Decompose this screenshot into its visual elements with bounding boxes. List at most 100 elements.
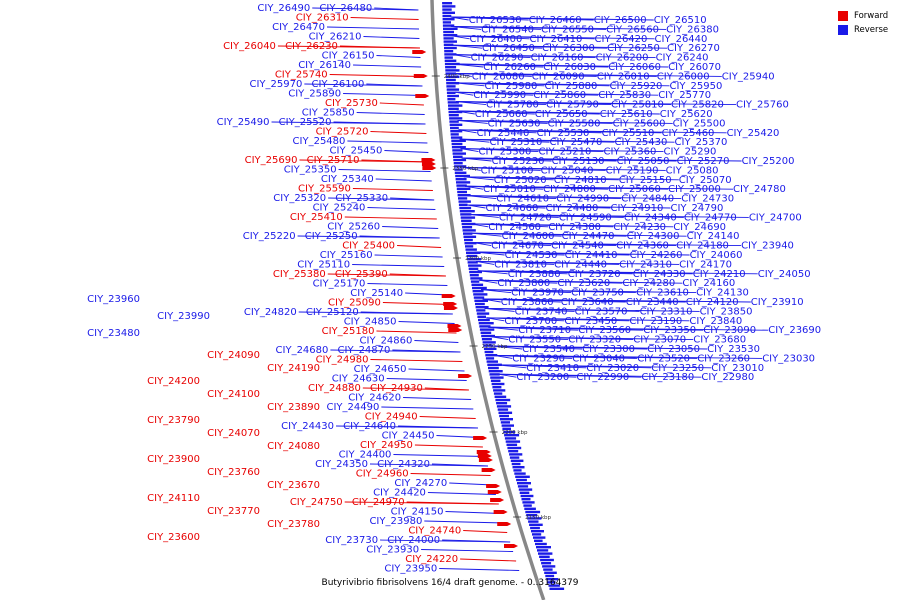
reverse-gene-block bbox=[493, 389, 506, 392]
reverse-gene-block bbox=[452, 149, 463, 152]
reverse-gene-label: CIY_26260 bbox=[483, 62, 536, 73]
reverse-left-gene-label: CIY_25350 bbox=[284, 165, 337, 176]
reverse-gene-label: CIY_25020 bbox=[494, 175, 547, 186]
reverse-connector bbox=[452, 54, 656, 59]
reverse-gene-block bbox=[464, 242, 477, 245]
reverse-connector bbox=[468, 213, 749, 218]
reverse-left-gene-label: CIY_26490 bbox=[257, 3, 310, 14]
reverse-connector bbox=[461, 157, 742, 162]
reverse-gene-block bbox=[450, 130, 463, 133]
reverse-gene-label: CIY_24590 bbox=[559, 212, 612, 223]
reverse-gene-block bbox=[458, 200, 471, 203]
reverse-gene-label: CIY_24050 bbox=[758, 269, 811, 280]
reverse-gene-label: CIY_23700 bbox=[504, 316, 557, 327]
reverse-gene-label: CIY_24440 bbox=[554, 259, 607, 270]
forward-gene-label: CIY_23600 bbox=[147, 532, 200, 543]
reverse-gene-label: CIY_23180 bbox=[641, 372, 694, 383]
reverse-gene-block bbox=[447, 101, 459, 104]
reverse-connector bbox=[453, 63, 669, 68]
forward-connector bbox=[344, 501, 499, 505]
legend-forward-label: Forward bbox=[854, 11, 889, 21]
forward-gene-label: CIY_25720 bbox=[316, 127, 369, 138]
reverse-gene-label: CIY_24610 bbox=[496, 194, 549, 205]
forward-connector bbox=[327, 273, 446, 277]
reverse-gene-label: CIY_25430 bbox=[615, 137, 668, 148]
reverse-gene-block bbox=[456, 181, 471, 184]
reverse-gene-block bbox=[504, 434, 520, 437]
reverse-gene-label: CIY_24210 bbox=[693, 269, 746, 280]
reverse-gene-label: CIY_23550 bbox=[508, 335, 561, 346]
reverse-gene-block bbox=[549, 587, 565, 590]
legend-reverse-label: Reverse bbox=[854, 25, 889, 35]
reverse-gene-block bbox=[480, 331, 492, 334]
reverse-gene-block bbox=[540, 558, 554, 562]
reverse-gene-label: CIY_25620 bbox=[660, 109, 713, 120]
reverse-gene-block bbox=[529, 523, 543, 526]
reverse-gene-label: CIY_24180 bbox=[676, 241, 729, 252]
reverse-gene-label: CIY_26030 bbox=[543, 62, 596, 73]
reverse-left-gene-label: CIY_24150 bbox=[391, 507, 444, 518]
reverse-left-gene-label: CIY_26480 bbox=[319, 3, 372, 14]
forward-gene-label: CIY_25710 bbox=[307, 155, 360, 166]
reverse-gene-block bbox=[543, 568, 553, 571]
reverse-gene-block bbox=[517, 482, 531, 485]
forward-connector bbox=[382, 302, 451, 305]
reverse-gene-block bbox=[446, 78, 456, 82]
reverse-gene-block bbox=[461, 219, 472, 222]
reverse-gene-block bbox=[487, 363, 502, 366]
reverse-gene-label: CIY_24910 bbox=[611, 203, 664, 214]
reverse-connector bbox=[492, 345, 708, 350]
reverse-gene-block bbox=[442, 2, 453, 5]
reverse-gene-label: CIY_24780 bbox=[733, 184, 786, 195]
reverse-gene-label: CIY_26380 bbox=[666, 24, 719, 35]
reverse-gene-block bbox=[467, 261, 478, 264]
forward-gene-label: CIY_24940 bbox=[365, 412, 418, 423]
reverse-gene-block bbox=[442, 11, 455, 14]
reverse-left-gene-label: CIY_25450 bbox=[330, 146, 383, 157]
legend-item-forward: Forward bbox=[838, 9, 898, 23]
reverse-gene-block bbox=[452, 152, 466, 155]
reverse-gene-label: CIY_25100 bbox=[481, 165, 534, 176]
reverse-connector bbox=[479, 279, 683, 284]
forward-gene-label: CIY_25690 bbox=[245, 155, 298, 166]
reverse-gene-label: CIY_24280 bbox=[622, 278, 675, 289]
reverse-gene-label: CIY_24340 bbox=[624, 212, 677, 223]
forward-gene-label: CIY_24220 bbox=[405, 554, 458, 565]
reverse-gene-label: CIY_23310 bbox=[640, 306, 693, 317]
reverse-gene-label: CIY_22990 bbox=[576, 372, 629, 383]
reverse-gene-block bbox=[460, 216, 476, 219]
reverse-gene-block bbox=[444, 59, 457, 62]
reverse-connector bbox=[454, 82, 670, 87]
reverse-gene-block bbox=[513, 469, 522, 472]
reverse-gene-label: CIY_24840 bbox=[621, 194, 674, 205]
reverse-gene-block bbox=[494, 395, 507, 398]
forward-connector bbox=[344, 216, 437, 220]
reverse-left-gene-label: CIY_25330 bbox=[335, 193, 388, 204]
forward-gene-label: CIY_25400 bbox=[342, 241, 395, 252]
forward-gene-arrow bbox=[422, 166, 437, 170]
forward-gene-arrow bbox=[487, 490, 502, 494]
reverse-gene-block bbox=[485, 357, 495, 360]
reverse-left-gene-label: CIY_24400 bbox=[339, 450, 392, 461]
reverse-gene-label: CIY_26290 bbox=[471, 53, 524, 64]
reverse-connector bbox=[375, 178, 432, 182]
reverse-gene-label: CIY_26420 bbox=[595, 34, 648, 45]
reverse-gene-label: CIY_24660 bbox=[486, 203, 539, 214]
reverse-left-gene-label: CIY_24820 bbox=[244, 307, 297, 318]
forward-gene-label: CIY_24880 bbox=[308, 383, 361, 394]
reverse-connector bbox=[482, 298, 751, 303]
forward-gene-arrow bbox=[477, 454, 492, 458]
reverse-gene-label: CIY_24530 bbox=[505, 250, 558, 261]
reverse-gene-block bbox=[451, 139, 466, 142]
reverse-left-gene-label: CIY_24630 bbox=[332, 374, 385, 385]
reverse-left-gene-label: CIY_24420 bbox=[373, 488, 426, 499]
forward-connector bbox=[299, 159, 430, 163]
reverse-gene-label: CIY_26530 bbox=[469, 15, 522, 26]
reverse-gene-block bbox=[505, 440, 521, 443]
reverse-connector bbox=[304, 83, 423, 87]
reverse-gene-label: CIY_24810 bbox=[554, 175, 607, 186]
reverse-connector bbox=[451, 25, 667, 30]
reverse-gene-block bbox=[515, 475, 530, 478]
reverse-gene-label: CIY_24140 bbox=[687, 231, 740, 242]
reverse-gene-block bbox=[489, 373, 500, 376]
